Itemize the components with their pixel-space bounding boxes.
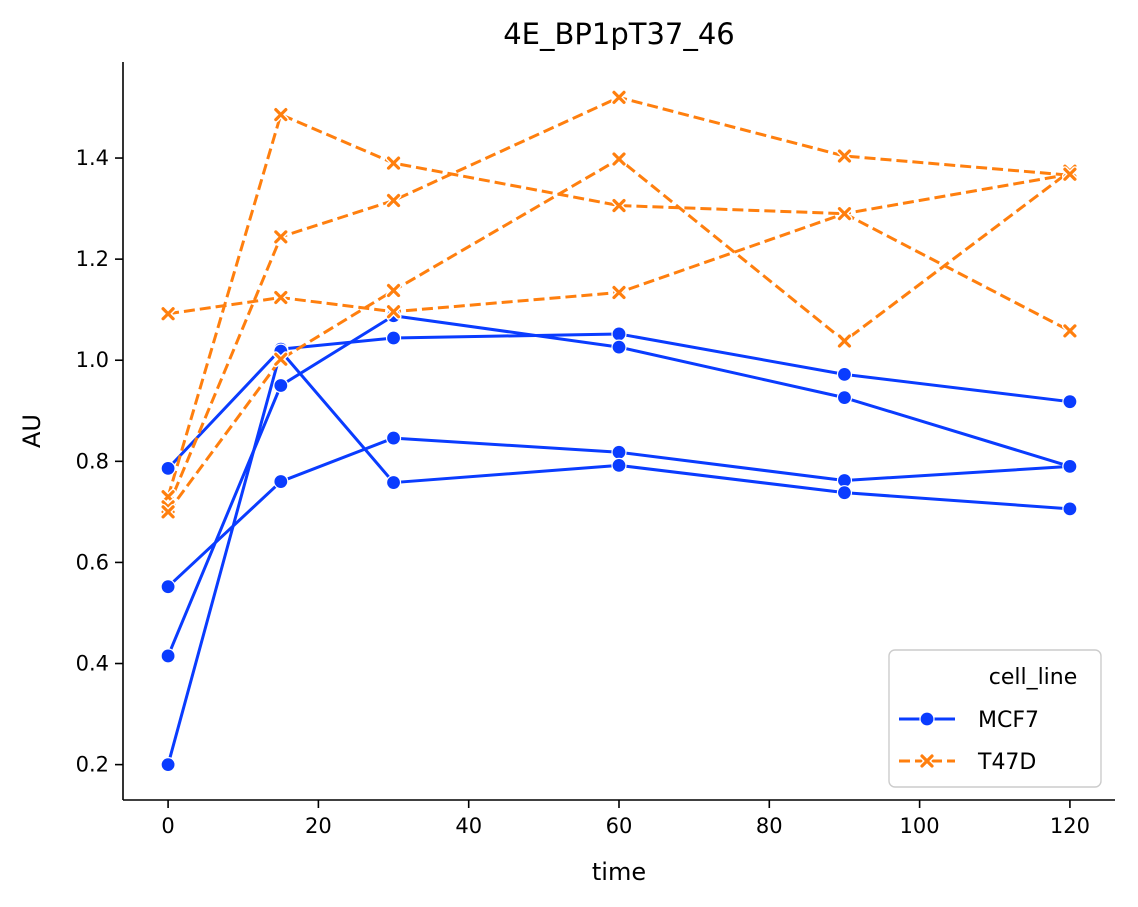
data-point-t47d-1-2 (272, 106, 289, 123)
marker-x-stroke (612, 90, 626, 104)
data-point-t47d-3-4 (611, 151, 627, 168)
data-point-mcf7-2-4 (611, 444, 627, 460)
data-point-t47d-2-2 (272, 228, 289, 245)
series-line-mcf7-1 (167, 332, 1071, 470)
data-point-mcf7-2-2 (273, 473, 289, 490)
data-point-t47d-1-6 (1061, 322, 1078, 339)
x-axis-label: time (592, 858, 646, 886)
y-tick-label: 1.0 (76, 348, 109, 372)
plot-area: 0 20 40 60 80 100 120 0.2 0.4 0.6 0.8 1.0 1.2 1.4 (76, 62, 1115, 838)
data-point-mcf7-4-4 (611, 457, 627, 473)
data-point-t47d-1-4 (611, 197, 627, 214)
legend: cell_line MCF7 T47D (888, 649, 1102, 788)
data-point-mcf7-4-3 (385, 474, 402, 491)
data-point-mcf7-3-5 (836, 390, 853, 406)
series-line-mcf7-4 (166, 349, 1071, 766)
marker-x-stroke (1063, 167, 1077, 181)
series-layer (160, 89, 1078, 773)
legend-marker-t47d (919, 753, 935, 769)
marker-x-stroke (386, 283, 401, 298)
y-tick-label: 0.2 (76, 753, 109, 777)
data-point-mcf7-3-4 (611, 339, 627, 355)
marker-x-stroke (161, 307, 175, 321)
x-tick-label: 60 (606, 814, 633, 838)
x-tick-label: 20 (305, 814, 332, 838)
data-point-mcf7-3-6 (1062, 458, 1078, 474)
data-point-mcf7-1-3 (385, 330, 402, 346)
data-point-t47d-3-3 (385, 282, 402, 299)
data-point-mcf7-4-1 (160, 757, 176, 773)
marker-x-stroke (837, 207, 852, 221)
data-point-mcf7-1-4 (611, 326, 627, 342)
y-axis-label: AU (18, 414, 46, 448)
legend-title: cell_line (989, 665, 1078, 690)
data-point-mcf7-1-6 (1062, 394, 1078, 410)
x-tick-label: 40 (455, 814, 482, 838)
data-point-mcf7-3-2 (273, 377, 289, 394)
data-point-t47d-2-4 (611, 89, 627, 106)
data-point-t47d-2-3 (385, 192, 402, 209)
x-tick-label: 80 (756, 814, 783, 838)
data-point-t47d-4-3 (385, 303, 402, 320)
x-tick-label: 100 (900, 814, 940, 838)
y-tick-label: 0.6 (76, 550, 109, 574)
y-tick-label: 0.4 (76, 652, 109, 676)
marker-x-stroke (386, 305, 401, 319)
marker-x-stroke (386, 156, 401, 170)
marker-x-stroke (920, 754, 934, 768)
legend-box (888, 649, 1102, 788)
data-point-mcf7-2-1 (160, 579, 176, 595)
marker-x-stroke (612, 152, 626, 166)
series-line-t47d-1 (166, 113, 1071, 498)
y-tick-label: 1.2 (76, 247, 109, 271)
data-point-t47d-1-3 (385, 155, 402, 172)
data-point-t47d-4-2 (272, 289, 289, 306)
data-point-mcf7-2-3 (385, 430, 402, 446)
data-point-t47d-4-1 (160, 305, 177, 322)
series-line-t47d-4 (167, 172, 1071, 316)
series-line-mcf7-2 (167, 436, 1071, 588)
data-point-t47d-4-4 (611, 284, 627, 301)
data-point-t47d-4-5 (836, 205, 853, 222)
x-tick-label: 0 (161, 814, 174, 838)
marker-x-stroke (837, 149, 852, 163)
data-point-mcf7-4-5 (836, 485, 853, 501)
marker-x-stroke (837, 334, 852, 348)
series-line-t47d-2 (166, 95, 1071, 508)
data-point-t47d-3-1 (160, 503, 177, 520)
marker-x-stroke (274, 352, 288, 366)
legend-marker-mcf7 (919, 711, 935, 727)
data-point-t47d-4-6 (1061, 166, 1078, 183)
marker-x-stroke (274, 107, 288, 122)
marker-x-stroke (612, 198, 626, 213)
marker-x-stroke (386, 193, 401, 208)
data-point-mcf7-1-5 (836, 366, 853, 382)
data-point-mcf7-4-6 (1062, 501, 1078, 517)
marker-x-stroke (274, 290, 288, 305)
data-point-t47d-3-5 (836, 333, 853, 350)
series-line-t47d-3 (166, 157, 1071, 513)
data-point-mcf7-3-1 (160, 648, 176, 664)
y-tick-label: 0.8 (76, 449, 109, 473)
marker-x-stroke (612, 285, 626, 300)
x-tick-label: 120 (1050, 814, 1090, 838)
data-point-t47d-2-5 (836, 148, 853, 165)
marker-x-stroke (1063, 324, 1077, 338)
chart-title: 4E_BP1pT37_46 (503, 17, 735, 51)
legend-label-mcf7: MCF7 (978, 708, 1039, 733)
data-point-t47d-3-2 (272, 351, 289, 368)
series-line-mcf7-3 (166, 314, 1071, 657)
marker-x-stroke (161, 505, 175, 519)
y-tick-label: 1.4 (76, 146, 109, 170)
marker-x-stroke (274, 230, 288, 244)
legend-label-t47d: T47D (977, 750, 1036, 775)
data-point-mcf7-1-1 (160, 460, 176, 477)
